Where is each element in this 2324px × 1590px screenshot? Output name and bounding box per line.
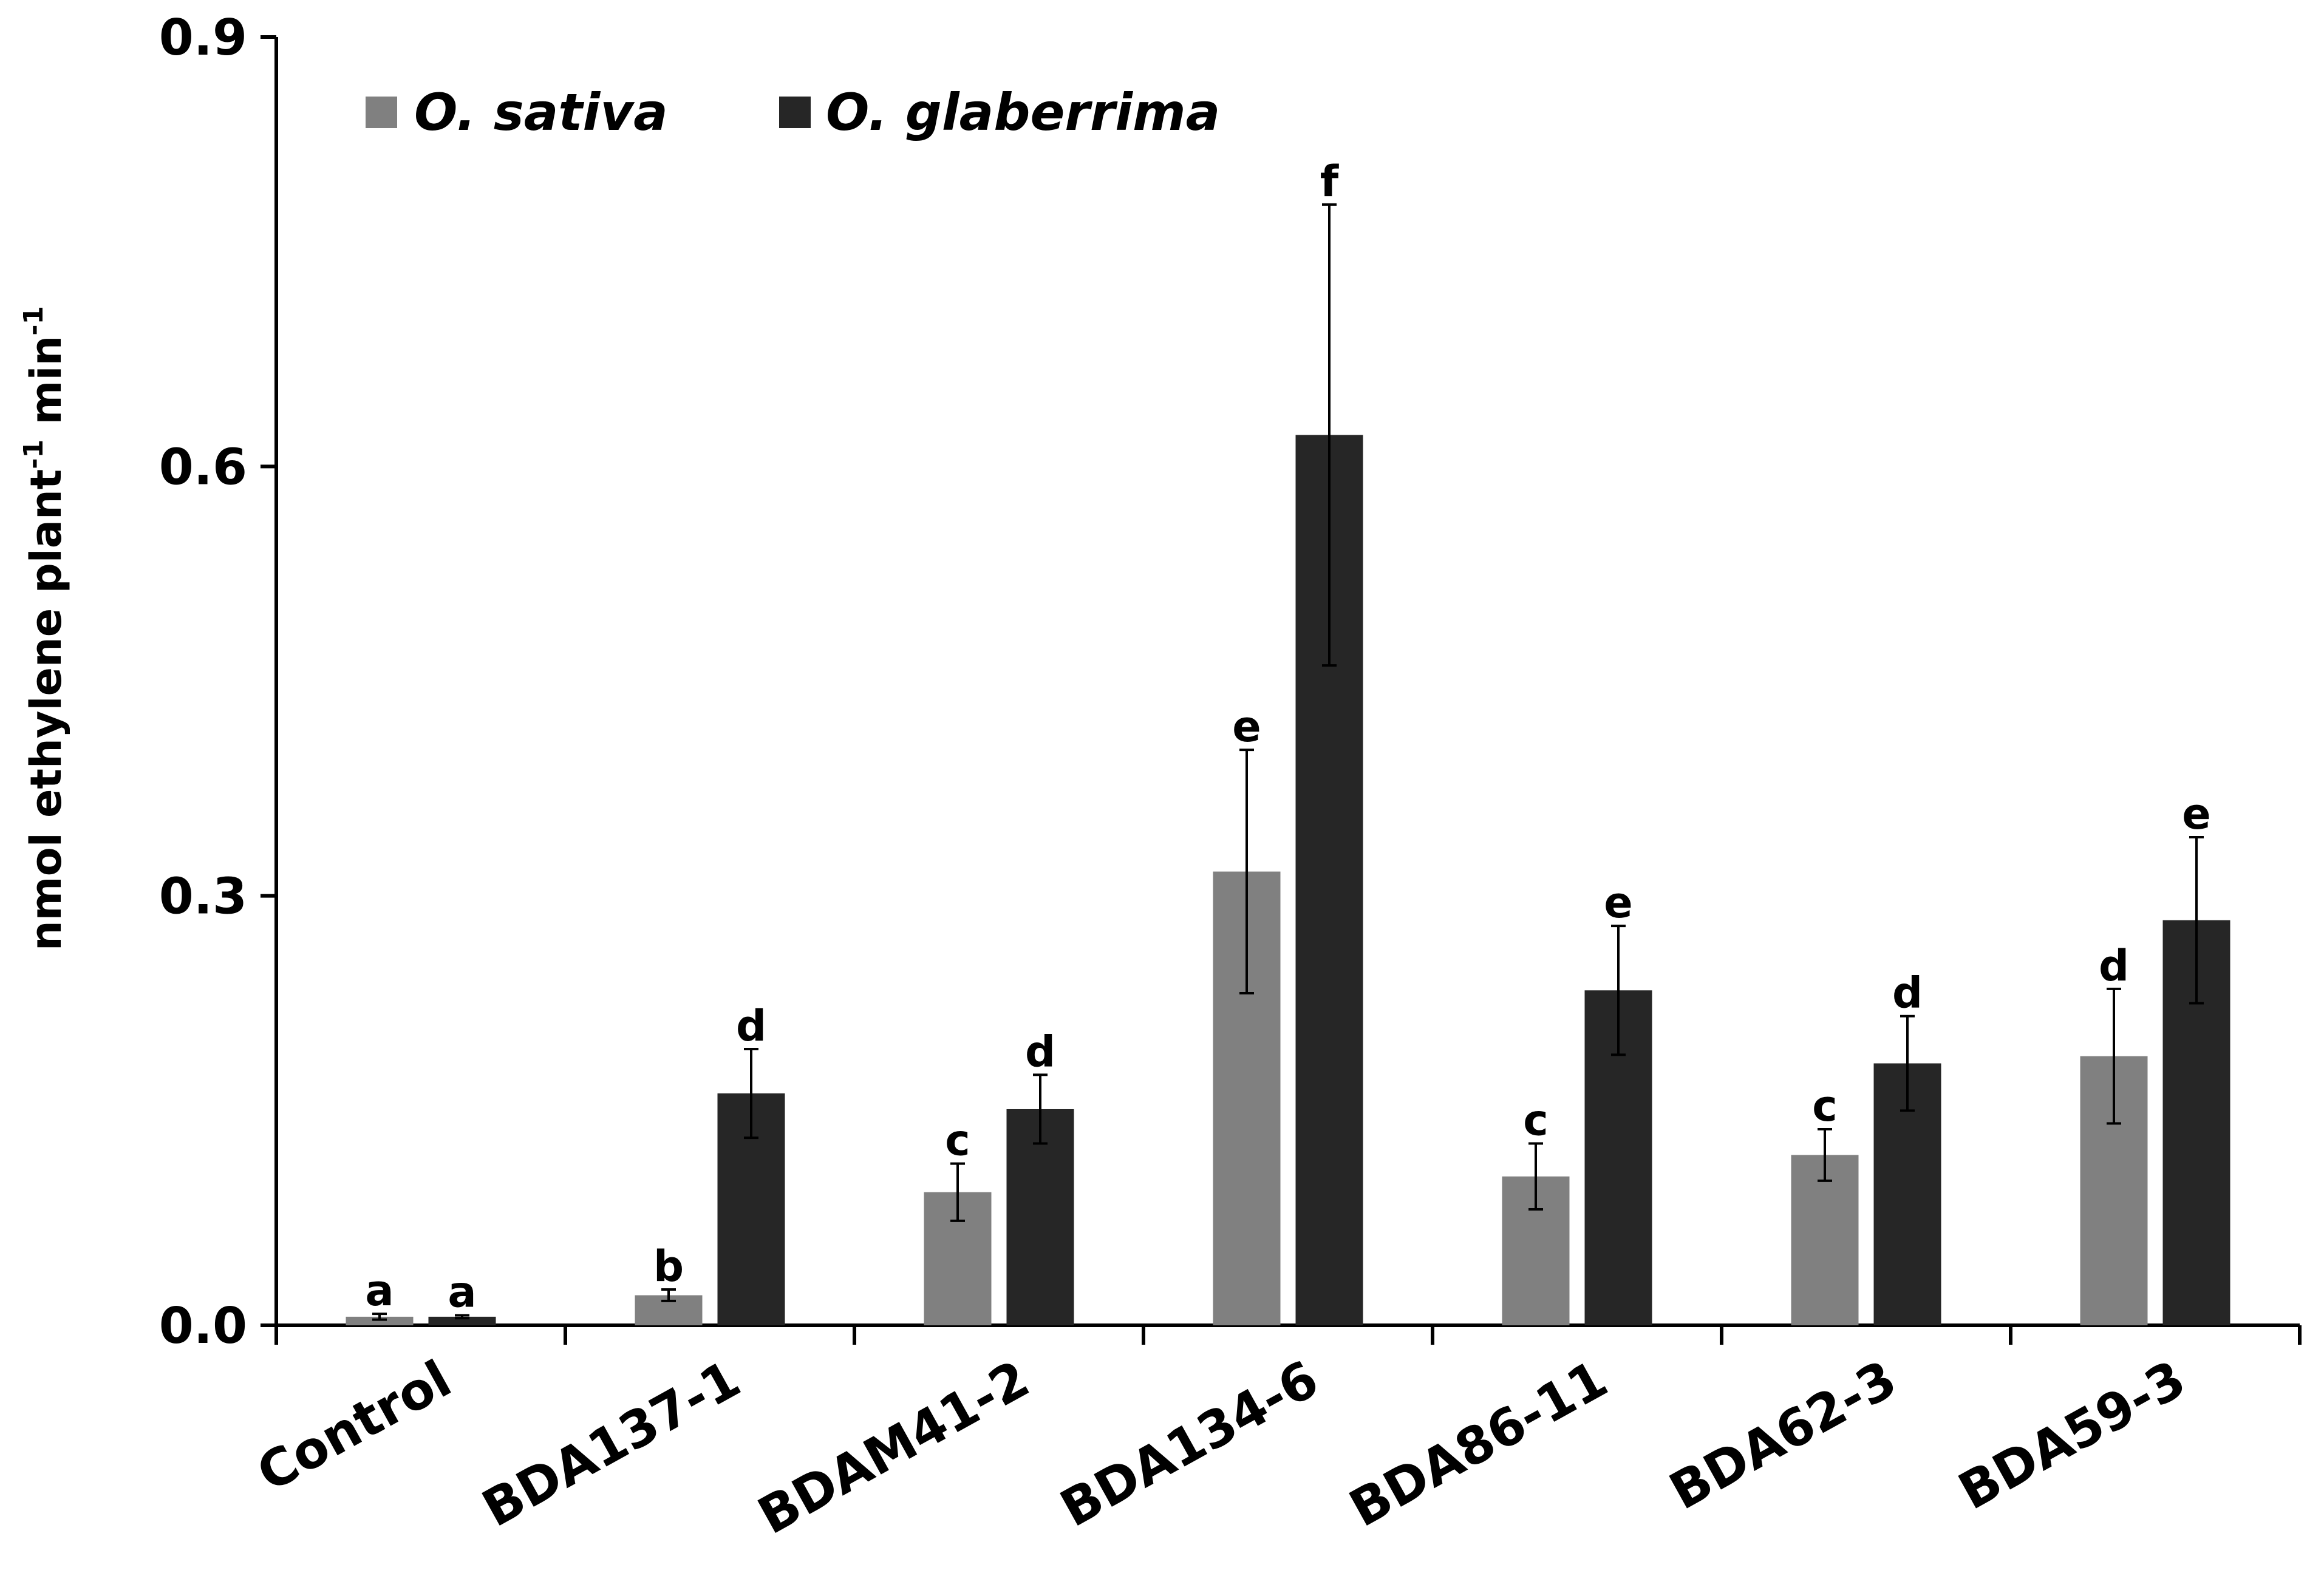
- x-tick-label-bda62-3: BDA62-3: [1660, 1349, 1906, 1521]
- legend: O. sativa O. glaberrima: [366, 83, 1220, 142]
- legend-swatch-glaberrima: [779, 97, 811, 128]
- bar-o-glaberrima-bdam41-2: [1006, 1109, 1074, 1325]
- x-tick-label-bdam41-2: BDAM41-2: [748, 1349, 1038, 1546]
- y-axis-label-sup1: -1: [18, 440, 49, 469]
- significance-letter: c: [1523, 1096, 1549, 1146]
- significance-letter: c: [1812, 1081, 1838, 1131]
- x-tick-label-bda137-1: BDA137-1: [472, 1349, 749, 1538]
- significance-letter: a: [365, 1266, 394, 1316]
- bar-o-sativa-bda62-3: [1791, 1155, 1859, 1325]
- y-axis-label-sup2: -1: [18, 306, 49, 336]
- y-axis-label-base: nmol ethylene plant: [21, 469, 71, 951]
- significance-letter: d: [1025, 1027, 1055, 1076]
- significance-letter: d: [736, 1001, 766, 1051]
- y-tick-label: 0.6: [159, 438, 247, 496]
- significance-letter: e: [1604, 878, 1632, 928]
- x-tick-label-bda59-3: BDA59-3: [1949, 1349, 2195, 1521]
- significance-letter: e: [2182, 789, 2210, 839]
- significance-letter: e: [1232, 702, 1261, 752]
- significance-letter: d: [1892, 968, 1923, 1018]
- y-tick-label: 0.3: [159, 868, 247, 926]
- significance-letter: f: [1320, 157, 1340, 206]
- y-tick-label: 0.0: [159, 1297, 247, 1355]
- bars: a b c e c c d a d d f e d e: [346, 157, 2230, 1326]
- x-tick-label-bda134-6: BDA134-6: [1051, 1349, 1327, 1538]
- significance-letter: d: [2099, 941, 2129, 991]
- significance-letter: a: [448, 1267, 476, 1317]
- y-axis-label: nmol ethylene plant-1 min-1: [18, 306, 71, 951]
- significance-letter: c: [945, 1116, 970, 1166]
- y-axis: 0.0 0.3 0.6 0.9: [159, 9, 278, 1355]
- significance-letter: b: [653, 1242, 684, 1291]
- y-tick-label: 0.9: [159, 9, 247, 67]
- legend-label-sativa: O. sativa: [414, 83, 668, 142]
- bar-o-sativa-control: [346, 1316, 414, 1325]
- legend-swatch-sativa: [366, 97, 397, 128]
- x-tick-label-control: Control: [247, 1349, 460, 1503]
- y-axis-label-mid: min: [21, 336, 71, 440]
- x-tick-label-bda86-11: BDA86-11: [1340, 1349, 1617, 1538]
- legend-label-glaberrima: O. glaberrima: [826, 83, 1220, 142]
- bar-o-glaberrima-control: [428, 1316, 496, 1325]
